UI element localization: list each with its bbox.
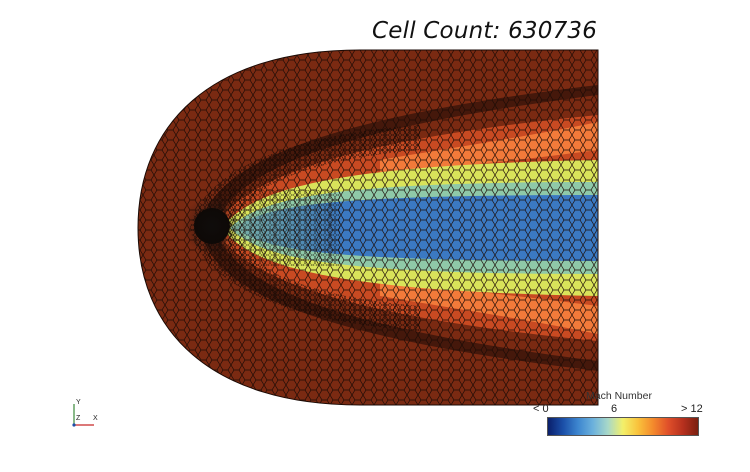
cell-count-label: Cell Count: 630736 <box>372 18 598 44</box>
axis-x-label: X <box>93 415 98 422</box>
body-refinement-zone <box>182 196 242 256</box>
legend-tick-mid: 6 <box>611 403 618 415</box>
legend-tick-max: > 12 <box>681 403 703 415</box>
axis-z-label: Z <box>76 415 81 422</box>
legend-title: Mach Number <box>586 390 652 402</box>
legend-tick-min: < 0 <box>533 403 549 415</box>
domain-boundary <box>137 49 599 406</box>
axis-y-label: Y <box>76 399 81 406</box>
flow-field <box>138 50 598 405</box>
mesh-overlay-near-body <box>230 190 340 266</box>
legend-colorbar <box>547 417 699 436</box>
mesh-overlay-fine <box>190 125 420 331</box>
axes-triad: Y Z X <box>72 399 98 427</box>
